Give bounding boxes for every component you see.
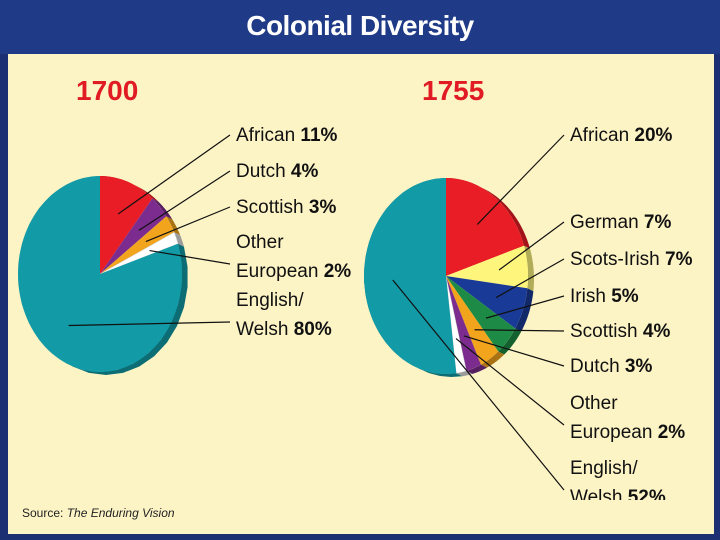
leader-line-scottish bbox=[474, 329, 565, 332]
slice-dutch bbox=[100, 198, 167, 274]
slice-label-english-welsh: English/Welsh 80% bbox=[236, 290, 332, 340]
chart-title-1755: 1755 bbox=[422, 75, 484, 106]
leader-line-dutch bbox=[463, 335, 565, 367]
leader-line-scottish bbox=[145, 206, 231, 243]
slice-dutch bbox=[446, 276, 481, 371]
leader-line-english-welsh bbox=[392, 279, 565, 491]
leader-line-irish bbox=[485, 295, 565, 319]
leader-line-dutch bbox=[138, 170, 231, 231]
leader-line-german bbox=[498, 221, 565, 271]
leader-line-other-european bbox=[455, 338, 565, 426]
leader-line-african bbox=[117, 134, 231, 215]
source-work: The Enduring Vision bbox=[66, 506, 175, 520]
slice-label-dutch: Dutch 3% bbox=[570, 356, 652, 377]
slide-title: Colonial Diversity bbox=[246, 10, 474, 41]
slice-label-scottish: Scottish 4% bbox=[570, 321, 670, 342]
chart-title-1700: 1700 bbox=[76, 75, 138, 106]
slice-african bbox=[100, 176, 153, 274]
slice-scottish bbox=[100, 216, 175, 274]
leader-line-other-european bbox=[149, 249, 231, 265]
leader-line-african bbox=[476, 134, 565, 225]
title-bar: Colonial Diversity bbox=[0, 0, 720, 54]
slice-other-european bbox=[99, 231, 179, 275]
leader-line-english-welsh bbox=[68, 321, 231, 327]
slice-side-other-european bbox=[174, 232, 184, 247]
slice-german bbox=[446, 245, 528, 289]
slice-side-dutch bbox=[152, 198, 173, 220]
slice-irish bbox=[446, 276, 516, 352]
slice-label-african: African 20% bbox=[570, 125, 673, 146]
slice-label-other-european: Other European 2% bbox=[570, 393, 685, 443]
source-note: Source: The Enduring Vision bbox=[22, 506, 175, 520]
slice-label-irish: Irish 5% bbox=[570, 286, 639, 307]
source-prefix: Source: bbox=[22, 506, 67, 520]
leader-line-scots-irish bbox=[495, 258, 565, 299]
slice-african bbox=[446, 178, 524, 276]
pie-charts: 1700 African 11% Dutch 4% Scottish 3% Other E… bbox=[17, 75, 693, 500]
slice-side-dutch bbox=[466, 364, 487, 374]
slice-label-other-european: Other European 2% bbox=[236, 232, 351, 282]
slice-label-scots-irish: Scots-Irish 7% bbox=[570, 249, 693, 270]
slice-label-german: German 7% bbox=[570, 212, 671, 233]
slice-label-scottish: Scottish 3% bbox=[236, 197, 336, 218]
slice-side-scottish bbox=[166, 216, 181, 236]
slice-scots-irish bbox=[446, 276, 528, 329]
slice-english-welsh bbox=[17, 176, 182, 372]
slice-label-english-welsh: English/Welsh 52% bbox=[570, 458, 666, 500]
slice-label-african: African 11% bbox=[236, 125, 338, 146]
slice-side-german bbox=[523, 245, 534, 292]
slice-side-scots-irish bbox=[515, 288, 534, 332]
slice-english-welsh bbox=[363, 178, 457, 374]
slice-label-dutch: Dutch 4% bbox=[236, 161, 318, 182]
